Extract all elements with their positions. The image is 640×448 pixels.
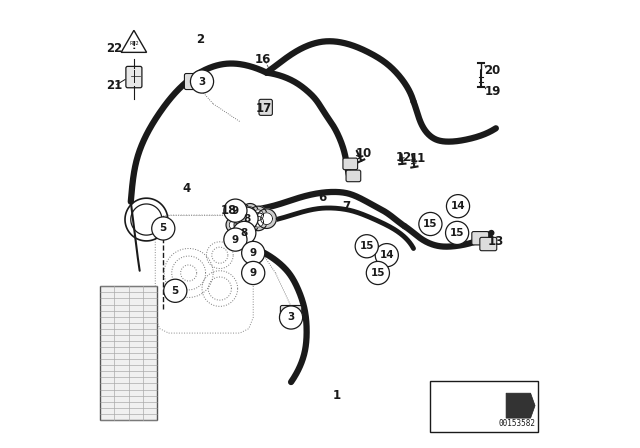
Circle shape [366,261,390,284]
Text: 3: 3 [287,313,294,323]
Text: 3: 3 [468,387,475,397]
Circle shape [355,235,378,258]
Circle shape [164,279,187,302]
Text: 16: 16 [255,53,271,66]
Text: 7: 7 [342,200,351,213]
Circle shape [152,217,175,240]
Text: 15: 15 [450,228,465,238]
Text: 9: 9 [232,206,239,215]
Text: 15: 15 [423,219,438,229]
Text: 9: 9 [232,235,239,245]
Circle shape [242,241,265,264]
Text: 10: 10 [355,147,372,160]
FancyBboxPatch shape [472,232,489,245]
Text: 5: 5 [159,224,167,233]
FancyBboxPatch shape [126,66,142,88]
Polygon shape [475,397,488,410]
Text: 9: 9 [250,268,257,278]
Polygon shape [245,220,255,230]
Text: 11: 11 [410,151,426,164]
Polygon shape [253,216,264,227]
Text: 18: 18 [221,204,237,217]
Circle shape [445,221,468,245]
Polygon shape [249,206,267,224]
Polygon shape [439,394,455,410]
Text: R72: R72 [129,41,139,46]
Text: 9: 9 [250,248,257,258]
Text: 00153582: 00153582 [499,419,536,428]
Text: 8: 8 [241,228,248,238]
FancyBboxPatch shape [480,237,497,251]
Text: 5: 5 [172,286,179,296]
Polygon shape [242,203,258,220]
Circle shape [242,261,265,284]
Polygon shape [234,217,250,233]
Text: 21: 21 [106,79,122,92]
Text: 4: 4 [182,182,191,195]
Polygon shape [506,393,535,418]
Circle shape [447,194,470,218]
Polygon shape [229,207,239,216]
Polygon shape [226,203,242,220]
Circle shape [191,70,214,93]
Circle shape [375,244,398,267]
Text: 12: 12 [396,151,412,164]
FancyBboxPatch shape [184,73,208,90]
Polygon shape [249,213,267,231]
Polygon shape [234,203,250,220]
Text: !: ! [132,41,136,52]
Polygon shape [237,220,247,230]
Text: 6: 6 [318,191,326,204]
FancyBboxPatch shape [346,170,361,182]
FancyBboxPatch shape [431,381,538,432]
Text: 15: 15 [430,387,444,396]
Polygon shape [253,210,264,220]
Polygon shape [260,213,273,224]
Text: 3: 3 [198,77,205,86]
Polygon shape [471,393,492,414]
FancyBboxPatch shape [259,99,273,116]
FancyBboxPatch shape [280,306,301,321]
Text: 14: 14 [380,250,394,260]
Text: 22: 22 [106,42,122,55]
Circle shape [280,306,303,329]
Circle shape [224,228,247,251]
Polygon shape [434,389,461,415]
Text: 14: 14 [451,201,465,211]
Polygon shape [257,209,276,228]
FancyBboxPatch shape [100,286,157,420]
Circle shape [233,221,256,245]
FancyBboxPatch shape [343,158,358,170]
Circle shape [224,199,247,222]
Polygon shape [245,207,255,216]
Circle shape [419,212,442,236]
Text: 13: 13 [488,235,504,248]
Text: 17: 17 [255,102,271,115]
Polygon shape [226,217,242,233]
Text: 1: 1 [333,389,341,402]
Text: 20: 20 [484,64,501,77]
Polygon shape [237,207,247,216]
Polygon shape [242,217,258,233]
Text: 15: 15 [360,241,374,251]
Text: 2: 2 [196,33,204,46]
Circle shape [235,207,258,230]
Text: 19: 19 [484,85,501,98]
Text: 15: 15 [371,268,385,278]
Text: 5: 5 [468,409,475,419]
Polygon shape [229,220,239,230]
Text: 8: 8 [243,214,250,224]
